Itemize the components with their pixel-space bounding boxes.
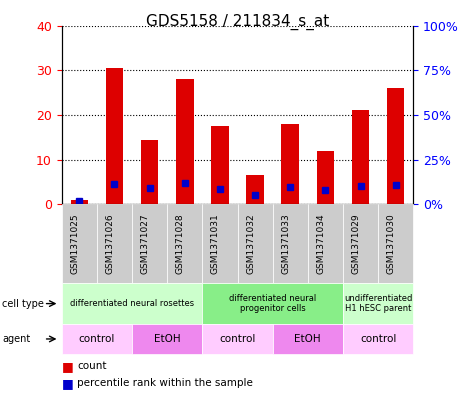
Text: differentiated neural rosettes: differentiated neural rosettes [70,299,194,308]
Bar [105,68,124,204]
Text: GSM1371033: GSM1371033 [281,213,290,274]
Text: ■: ■ [62,376,74,390]
Text: GSM1371027: GSM1371027 [141,213,150,274]
Text: count: count [77,361,106,371]
Bar [176,79,194,204]
Text: control: control [360,334,396,344]
Bar [316,151,334,204]
Text: GSM1371025: GSM1371025 [70,213,79,274]
Bar [352,110,369,204]
Text: GSM1371031: GSM1371031 [211,213,220,274]
Text: GSM1371030: GSM1371030 [387,213,396,274]
Text: differentiated neural
progenitor cells: differentiated neural progenitor cells [229,294,316,313]
Bar [281,124,299,204]
Text: undifferentiated
H1 hESC parent: undifferentiated H1 hESC parent [344,294,412,313]
Bar [387,88,404,204]
Bar [247,175,264,204]
Text: control: control [219,334,256,344]
Text: percentile rank within the sample: percentile rank within the sample [77,378,253,388]
Text: GSM1371032: GSM1371032 [246,213,255,274]
Text: control: control [79,334,115,344]
Bar [211,126,228,204]
Text: ■: ■ [62,360,74,373]
Text: GSM1371029: GSM1371029 [352,213,361,274]
Text: GSM1371026: GSM1371026 [105,213,114,274]
Text: agent: agent [2,334,30,344]
Text: cell type: cell type [2,299,44,309]
Text: EtOH: EtOH [294,334,321,344]
Bar [141,140,158,204]
Text: EtOH: EtOH [154,334,180,344]
Text: GSM1371034: GSM1371034 [316,213,325,274]
Bar [71,200,88,204]
Text: GSM1371028: GSM1371028 [176,213,185,274]
Text: GDS5158 / 211834_s_at: GDS5158 / 211834_s_at [146,14,329,30]
